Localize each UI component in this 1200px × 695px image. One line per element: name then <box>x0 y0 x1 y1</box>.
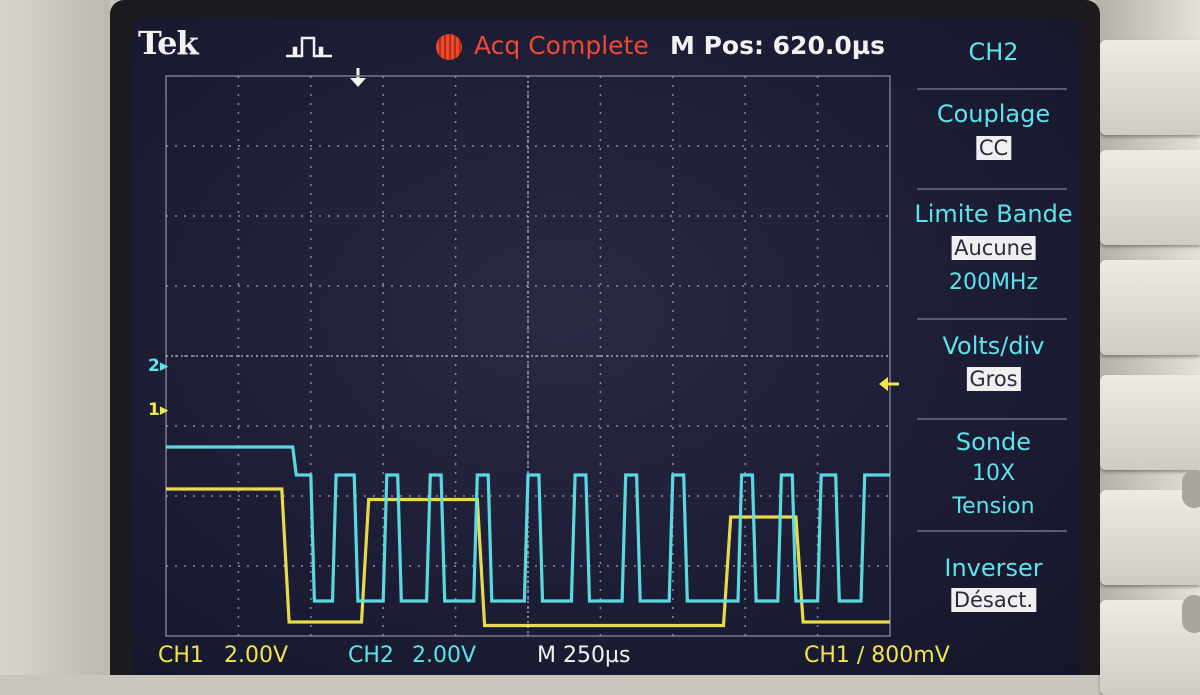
bandwidth-limit-label: Limite Bande <box>914 200 1073 228</box>
trigger-type-icon <box>286 36 332 58</box>
menu-divider <box>917 418 1067 420</box>
menu-divider <box>917 318 1067 320</box>
menu-divider <box>917 88 1067 90</box>
ch2-label: CH2 <box>348 643 394 668</box>
knob-edge[interactable] <box>1182 595 1200 633</box>
knob-edge[interactable] <box>1182 470 1200 508</box>
brand-logo: Tek <box>138 24 199 62</box>
ch2-marker-label: 2 <box>148 356 160 376</box>
timebase-readout: M 250µs <box>537 643 631 668</box>
volts-div-value[interactable]: Gros <box>966 367 1021 391</box>
trigger-level-arrow-icon <box>879 377 899 391</box>
waveform-display <box>165 75 891 637</box>
menu-button-4[interactable] <box>1100 375 1200 470</box>
bandwidth-limit-sub: 200MHz <box>948 270 1039 295</box>
ch2-scale: 2.00V <box>412 643 477 668</box>
channel-menu: CH2 Couplage CC Limite Bande Aucune 200M… <box>907 18 1080 675</box>
trigger-readout: CH1 ∕ 800mV <box>804 643 950 668</box>
status-bar: Tek Acq Complete M Pos: 620.0µs <box>132 18 1080 87</box>
ch1-ground-marker: 1▸ <box>148 400 169 420</box>
menu-channel-title: CH2 <box>968 38 1019 66</box>
volts-div-label: Volts/div <box>942 332 1045 360</box>
ch1-label: CH1 <box>158 643 204 668</box>
menu-button-1[interactable] <box>1100 40 1200 135</box>
probe-type[interactable]: Tension <box>952 494 1035 519</box>
bandwidth-limit-value[interactable]: Aucune <box>951 236 1036 260</box>
invert-label: Inverser <box>944 554 1043 582</box>
scale-readout-bar: CH1 2.00V CH2 2.00V M 250µs CH1 ∕ 800mV <box>132 640 1080 675</box>
probe-label: Sonde <box>955 428 1032 456</box>
acquisition-indicator-icon <box>436 34 462 60</box>
ch1-scale: 2.00V <box>224 643 289 668</box>
acquisition-status: Acq Complete <box>474 31 649 60</box>
menu-divider <box>917 188 1067 190</box>
ch2-ground-marker: 2▸ <box>148 356 169 376</box>
coupling-label: Couplage <box>936 100 1051 128</box>
probe-attenuation[interactable]: 10X <box>971 461 1016 486</box>
ch1-marker-label: 1 <box>148 400 160 420</box>
menu-button-3[interactable] <box>1100 260 1200 355</box>
waveform-ch2 <box>166 445 890 603</box>
oscilloscope-left-bezel <box>0 0 110 675</box>
coupling-value[interactable]: CC <box>975 136 1012 160</box>
oscilloscope-screen: Tek Acq Complete M Pos: 620.0µs 2▸ 1▸ CH… <box>132 18 1080 675</box>
menu-button-5[interactable] <box>1100 490 1200 585</box>
invert-value[interactable]: Désact. <box>950 588 1037 612</box>
horizontal-position-readout: M Pos: 620.0µs <box>670 31 886 60</box>
menu-button-2[interactable] <box>1100 150 1200 245</box>
menu-divider <box>917 530 1067 532</box>
waveform-ch1 <box>166 487 890 628</box>
